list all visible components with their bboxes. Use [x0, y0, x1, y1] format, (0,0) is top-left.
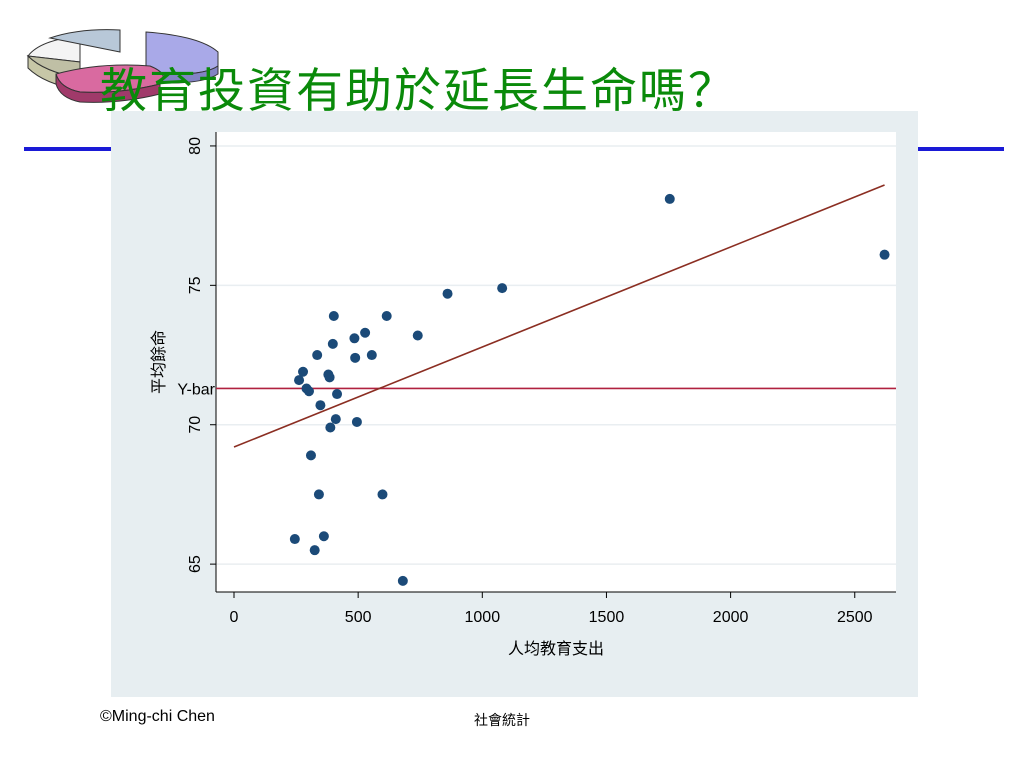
- data-point: [397, 575, 408, 586]
- scatter-plot: 65 70 75 80 0 500 1000 1500 2000 2500 Y-bar 人均教育支…: [149, 132, 896, 658]
- data-point: [289, 534, 300, 545]
- data-point: [349, 333, 360, 344]
- x-tick-label: 2000: [713, 609, 749, 626]
- copyright-footer: ©Ming-chi Chen: [100, 708, 215, 725]
- y-tick-label: 75: [187, 276, 204, 294]
- data-point: [360, 327, 371, 338]
- data-point: [328, 311, 339, 321]
- plot-area: [216, 132, 896, 592]
- x-tick-label: 1500: [589, 609, 625, 626]
- data-point: [294, 375, 305, 386]
- data-point: [309, 545, 320, 556]
- data-point: [332, 389, 343, 400]
- x-axis-title: 人均教育支出: [508, 639, 604, 658]
- data-point: [305, 450, 316, 461]
- x-tick-label: 1000: [465, 609, 501, 626]
- data-point: [664, 193, 675, 204]
- data-point: [366, 350, 377, 361]
- data-point: [377, 489, 388, 500]
- data-point: [497, 283, 508, 294]
- data-point: [313, 489, 324, 500]
- data-point: [351, 416, 362, 427]
- chart-panel: 65 70 75 80 0 500 1000 1500 2000 2500 Y-bar 人均教育支…: [111, 111, 918, 697]
- data-point: [879, 249, 890, 260]
- data-point: [350, 352, 361, 363]
- x-tick-label: 2500: [837, 609, 873, 626]
- y-tick-label: 65: [187, 555, 204, 573]
- data-point: [412, 330, 423, 341]
- data-point: [325, 422, 336, 433]
- data-point: [324, 372, 335, 383]
- slide-title: 教育投資有助於延長生命嗎？: [100, 64, 737, 119]
- data-point: [330, 414, 341, 425]
- mean-line-label: Y-bar: [177, 381, 215, 398]
- data-point: [318, 531, 329, 542]
- x-tick-label: 0: [230, 609, 239, 626]
- data-point: [442, 288, 453, 299]
- pie-chart-logo-icon: [26, 29, 219, 103]
- y-axis-title: 平均餘命: [149, 330, 168, 394]
- regression-line: [233, 184, 885, 448]
- title-rule-right: [918, 147, 1004, 151]
- title-rule-left: [24, 147, 114, 151]
- y-tick-label: 80: [187, 137, 204, 155]
- data-point: [303, 386, 314, 397]
- data-point: [381, 311, 392, 321]
- data-point: [298, 366, 309, 377]
- data-point: [315, 400, 326, 411]
- data-point: [327, 338, 338, 349]
- course-footer: 社會統計: [474, 713, 530, 729]
- y-tick-label: 70: [187, 416, 204, 434]
- x-tick-label: 500: [345, 609, 372, 626]
- data-point: [312, 350, 323, 361]
